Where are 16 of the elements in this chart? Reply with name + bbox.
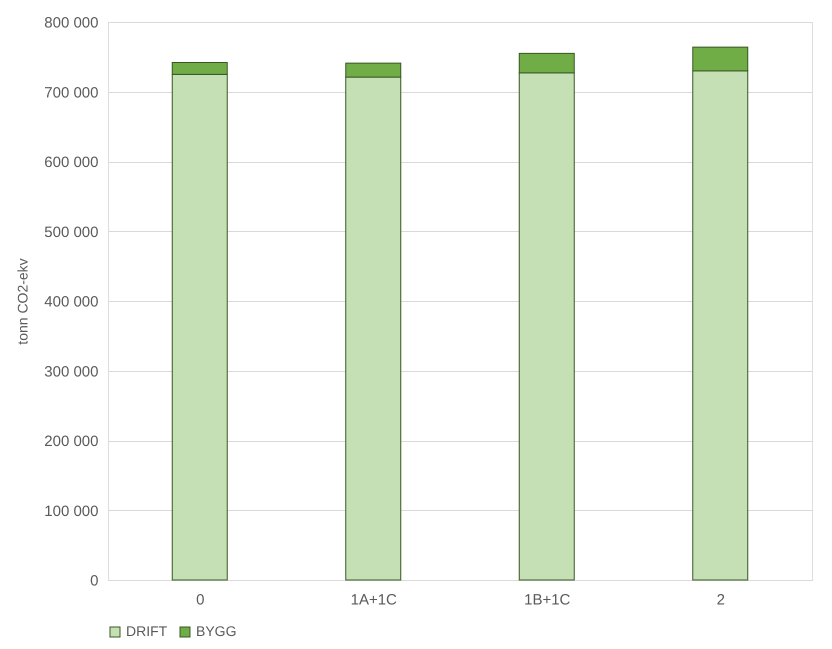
y-tick-label: 0 <box>90 572 98 590</box>
x-tick-label: 0 <box>196 592 204 608</box>
x-tick-label: 1A+1C <box>350 592 398 608</box>
y-tick-label: 700 000 <box>44 84 98 102</box>
legend-label: BYGG <box>196 623 236 639</box>
legend-label: DRIFT <box>126 623 168 639</box>
y-tick-label: 400 000 <box>44 294 98 310</box>
x-tick-label: 2 <box>716 592 725 608</box>
y-tick-label: 800 000 <box>44 14 98 32</box>
x-tick-label: 1B+1C <box>524 592 571 608</box>
y-tick-label: 300 000 <box>44 363 98 380</box>
y-axis-title: tonn CO2-ekv <box>14 258 30 345</box>
y-tick-label: 600 000 <box>44 154 98 171</box>
y-tick-label: 200 000 <box>44 433 98 450</box>
y-tick-label: 100 000 <box>44 502 98 520</box>
y-tick-label: 500 000 <box>44 224 98 241</box>
